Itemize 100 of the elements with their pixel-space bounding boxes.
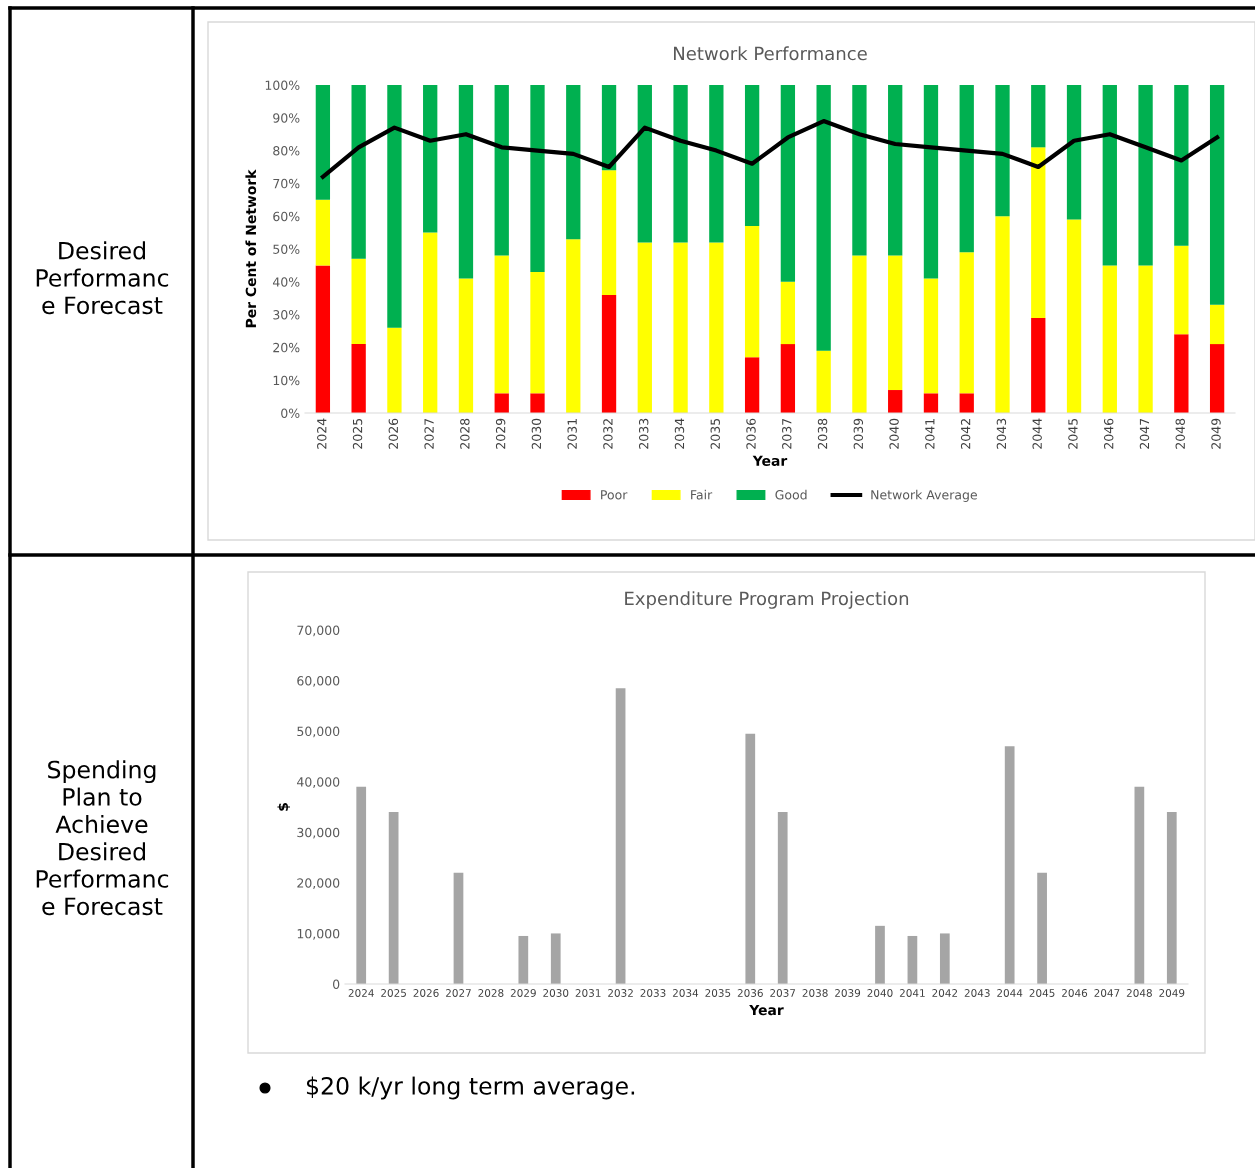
x-tick-label: 2024 — [317, 418, 327, 449]
bar — [494, 393, 509, 413]
bar — [458, 278, 474, 413]
bar — [387, 327, 402, 413]
bar — [1138, 85, 1153, 266]
x-tick-label: 2027 — [445, 989, 471, 997]
x-tick-label: 2040 — [889, 418, 899, 449]
bar — [530, 393, 545, 413]
bar — [780, 344, 796, 413]
x-tick-label: 2045 — [1029, 989, 1055, 997]
y-tick-label: 50% — [273, 244, 300, 254]
x-tick-label: 2038 — [817, 418, 828, 449]
y-tick-label: 90% — [273, 113, 300, 123]
x-tick-label: 2027 — [424, 418, 434, 449]
y-tick-label: 0 — [333, 979, 340, 989]
bar — [1134, 786, 1145, 984]
y-tick-label: 10,000 — [297, 928, 340, 940]
x-tick-label: 2047 — [1094, 989, 1120, 997]
y-tick-label: 50,000 — [297, 726, 340, 738]
legend-label: Network Average — [871, 489, 977, 502]
bar — [566, 239, 581, 413]
x-tick-label: 2037 — [782, 418, 792, 449]
bar — [1102, 85, 1117, 266]
bar — [744, 226, 760, 358]
bar — [423, 232, 438, 413]
bar — [923, 85, 939, 279]
x-tick-label: 2042 — [960, 419, 971, 449]
x-tick-label: 2034 — [672, 989, 699, 997]
x-tick-label: 2028 — [478, 989, 504, 997]
bar — [1066, 219, 1082, 413]
x-tick-label: 2046 — [1103, 418, 1114, 449]
x-tick-label: 2024 — [348, 989, 374, 997]
bar — [351, 344, 366, 413]
x-tick-label: 2049 — [1211, 418, 1221, 449]
bar — [550, 933, 561, 984]
x-tick-label: 2044 — [997, 989, 1023, 997]
bar — [816, 350, 831, 413]
bar — [315, 265, 331, 413]
bar — [959, 85, 974, 253]
x-tick-label: 2041 — [899, 989, 925, 997]
y-tick-label: 70,000 — [297, 625, 340, 637]
x-tick-label: 2038 — [802, 989, 828, 997]
bar — [356, 786, 367, 984]
bar — [673, 242, 688, 413]
bar — [673, 85, 688, 243]
bar — [1174, 245, 1189, 335]
bar — [388, 812, 399, 984]
bar — [1209, 304, 1225, 345]
bar — [601, 85, 617, 171]
y-tick-label: 40% — [272, 277, 300, 287]
bar — [816, 85, 831, 351]
y-tick-label: 30% — [273, 310, 300, 320]
x-tick-label: 2046 — [1062, 989, 1088, 997]
x-tick-label: 2028 — [460, 418, 470, 449]
legend-label: Good — [775, 489, 807, 500]
x-tick-label: 2035 — [705, 989, 731, 997]
text: Desired Performanc e Forecast — [36, 241, 169, 315]
x-tick-label: 2036 — [737, 989, 763, 997]
y-axis-title: Per Cent of Network — [245, 169, 257, 328]
y-tick-label: 60% — [273, 211, 300, 222]
x-tick-label: 2039 — [835, 989, 861, 997]
x-tick-label: 2041 — [925, 419, 935, 449]
bar — [315, 199, 331, 266]
bar — [745, 733, 756, 984]
chart-title: Expenditure Program Projection — [625, 591, 909, 609]
bar — [744, 357, 760, 413]
bar — [1102, 265, 1117, 413]
y-tick-label: 70% — [273, 178, 300, 189]
legend-label: Poor — [601, 490, 628, 500]
bar — [453, 872, 464, 984]
bar — [923, 393, 939, 413]
x-tick-label: 2031 — [567, 419, 577, 449]
bar — [923, 278, 939, 394]
bar — [777, 812, 788, 984]
bar — [888, 390, 903, 413]
bar — [959, 252, 974, 394]
legend-label: Fair — [691, 489, 713, 500]
bar — [494, 255, 509, 394]
bar — [780, 281, 796, 345]
bar — [637, 242, 652, 413]
bar — [888, 85, 903, 256]
y-tick-label: 80% — [273, 146, 300, 156]
x-tick-label: 2048 — [1126, 989, 1152, 997]
x-tick-label: 2030 — [531, 418, 542, 449]
text: Spending Plan to Achieve Desired Performanc e Forecast — [36, 760, 169, 916]
bar — [315, 85, 331, 200]
bar — [637, 85, 652, 243]
bar — [852, 85, 867, 256]
x-tick-label: 2032 — [603, 419, 613, 449]
bar — [423, 85, 438, 233]
chart-title: Network Performance — [674, 46, 867, 61]
bar — [907, 935, 918, 984]
x-tick-label: 2033 — [638, 418, 649, 449]
y-tick-label: 20% — [273, 342, 300, 353]
bar — [875, 925, 885, 984]
x-tick-label: 2026 — [388, 418, 399, 449]
bar — [1037, 872, 1047, 984]
x-tick-label: 2034 — [674, 418, 685, 449]
x-tick-label: 2044 — [1032, 418, 1042, 449]
x-tick-label: 2040 — [867, 989, 893, 997]
